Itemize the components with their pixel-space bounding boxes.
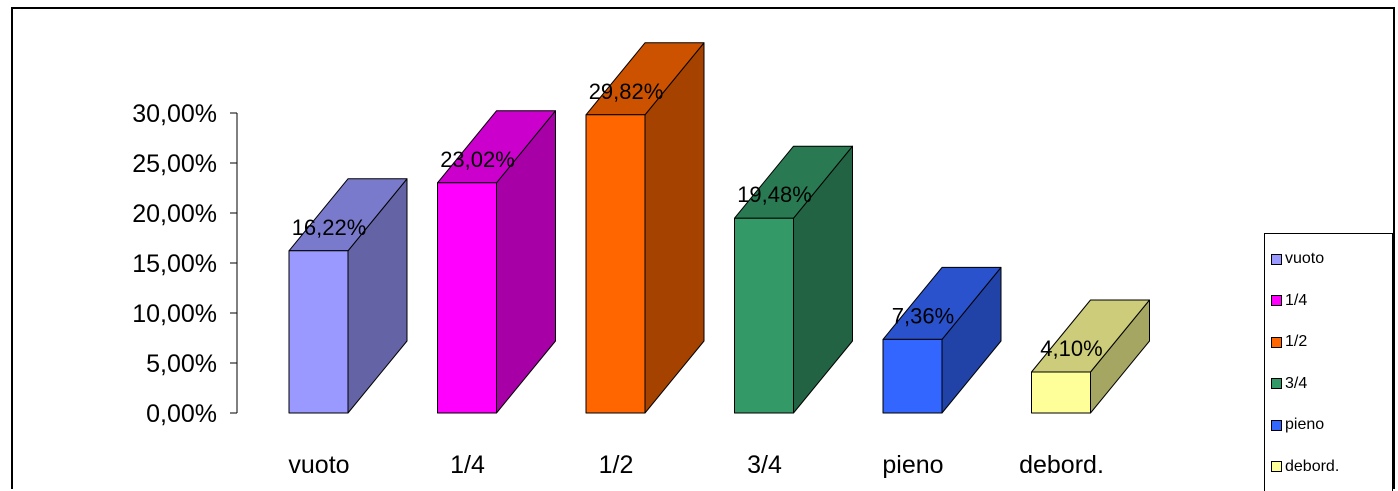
legend-swatch	[1271, 461, 1282, 472]
x-tick-label: 3/4	[747, 451, 782, 479]
legend-label: 1/2	[1285, 333, 1308, 350]
legend: vuoto 1/4 1/2 3/4 pieno debord.	[1264, 233, 1393, 491]
legend-item: vuoto	[1271, 249, 1324, 269]
bar	[734, 217, 794, 414]
legend-item: 1/2	[1271, 332, 1307, 352]
legend-label: 1/4	[1285, 291, 1308, 309]
y-tick-label: 30,00%	[132, 100, 217, 128]
x-tick-label: pieno	[882, 451, 943, 479]
legend-swatch	[1271, 336, 1282, 348]
bar	[882, 338, 943, 414]
legend-label: vuoto	[1285, 250, 1325, 267]
data-label: 23,02%	[440, 147, 515, 172]
legend-swatch	[1271, 295, 1282, 306]
x-tick-label: 1/4	[450, 451, 485, 479]
x-tick-label: vuoto	[288, 451, 349, 479]
legend-label: 3/4	[1285, 374, 1308, 392]
legend-item: debord.	[1271, 457, 1339, 477]
bar	[585, 114, 646, 414]
x-tick-label: debord.	[1019, 451, 1104, 479]
data-label: 29,82%	[589, 79, 664, 104]
x-tick-label: 1/2	[599, 451, 634, 479]
y-tick-label: 25,00%	[132, 150, 217, 178]
legend-swatch	[1271, 378, 1282, 389]
legend-label: pieno	[1285, 416, 1325, 433]
legend-swatch	[1271, 419, 1282, 431]
bar	[1031, 371, 1091, 414]
y-tick-label: 10,00%	[132, 300, 217, 328]
y-tick-label: 20,00%	[132, 200, 217, 228]
legend-item: 3/4	[1271, 374, 1307, 394]
chart-frame	[11, 7, 1395, 489]
legend-swatch	[1271, 253, 1282, 265]
y-tick-label: 15,00%	[132, 250, 217, 278]
legend-label: debord.	[1285, 457, 1340, 475]
bar	[288, 250, 349, 414]
legend-item: 1/4	[1271, 291, 1307, 311]
data-label: 4,10%	[1040, 336, 1102, 361]
data-label: 16,22%	[292, 215, 367, 240]
legend-item: pieno	[1271, 415, 1324, 435]
data-label: 19,48%	[737, 182, 812, 207]
bar	[437, 182, 497, 414]
y-tick-label: 0,00%	[146, 400, 217, 428]
data-label: 7,36%	[892, 303, 954, 328]
y-tick-label: 5,00%	[146, 350, 217, 378]
